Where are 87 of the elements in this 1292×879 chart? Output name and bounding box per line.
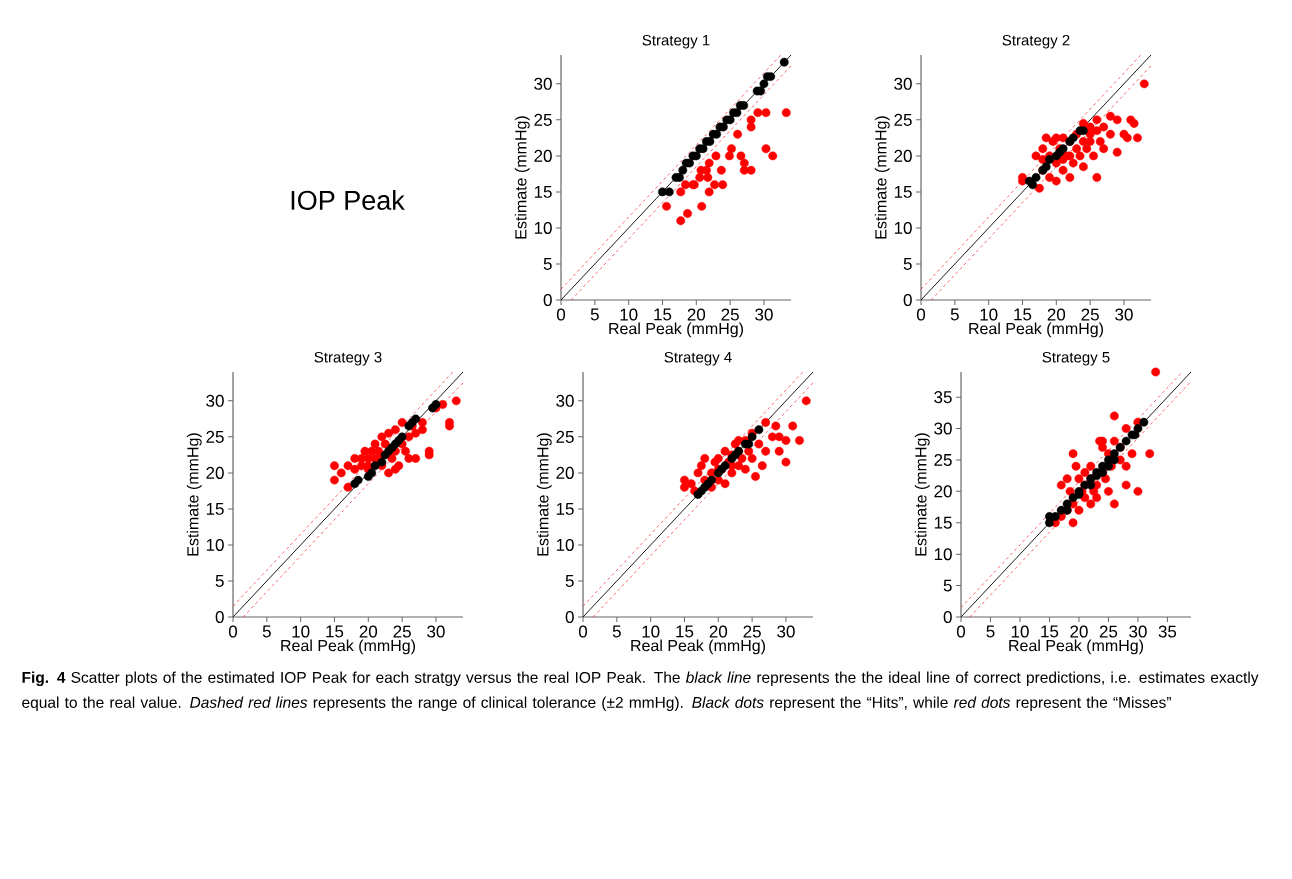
x-tick-label: 20 — [687, 308, 706, 321]
chart-title: Strategy 5 — [1042, 351, 1110, 366]
x-axis-title: Real Peak (mmHg) — [281, 639, 415, 655]
y-tick-label: 25 — [534, 113, 552, 126]
chart-title: Strategy 1 — [642, 34, 710, 49]
text: IOP Peak — [291, 190, 405, 210]
y-tick-label: 5 — [903, 258, 912, 270]
x-tick-label: 10 — [980, 308, 998, 321]
y-tick-label: 5 — [565, 575, 574, 587]
x-tick-label: 25 — [721, 308, 739, 321]
y-tick-label: 15 — [206, 502, 224, 515]
x-tick-label: 30 — [777, 625, 795, 638]
y-axis-title: Estimate (mmHg) — [536, 433, 552, 556]
x-tick-label: 0 — [228, 625, 238, 638]
x-tick-label: 35 — [1158, 625, 1177, 638]
y-tick-label: 20 — [894, 149, 912, 162]
y-tick-label: 0 — [543, 293, 552, 307]
x-tick-label: 20 — [1047, 308, 1066, 321]
x-tick-label: 30 — [427, 625, 445, 638]
x-tick-label: 10 — [620, 308, 638, 321]
x-tick-label: 30 — [1115, 308, 1133, 321]
y-tick-label: 20 — [934, 485, 952, 498]
y-tick-label: 20 — [206, 466, 224, 479]
y-tick-label: 25 — [556, 430, 574, 443]
x-tick-label: 20 — [1070, 625, 1088, 638]
x-tick-label: 10 — [1011, 625, 1029, 638]
x-tick-label: 15 — [1014, 308, 1032, 321]
y-tick-label: 0 — [565, 610, 574, 624]
x-tick-label: 20 — [709, 625, 728, 638]
x-tick-label: 5 — [590, 308, 599, 321]
x-tick-label: 10 — [292, 625, 310, 638]
text: Fig. 4 Scatter plots of the estimated IOP Peak for each stratgy versus the real IOP Peak. The black line represents the the ideal line of correct predictions, i.e. estimates exactly equal to the real value. Dashed red lines represents the range of clinical tolerance (±2 mmHg). Black dots represent the “Hits”, while red dots represent the “Misses” — [22, 671, 1259, 711]
x-tick-label: 25 — [1081, 308, 1099, 321]
y-axis-title: Estimate (mmHg) — [874, 116, 890, 239]
y-tick-label: 5 — [543, 258, 552, 270]
x-axis-title: Real Peak (mmHg) — [609, 322, 743, 338]
y-tick-label: 20 — [534, 149, 552, 162]
y-tick-label: 10 — [534, 221, 552, 234]
chart-title: Strategy 4 — [664, 351, 732, 366]
y-tick-label: 20 — [556, 466, 574, 479]
x-tick-label: 0 — [578, 625, 588, 638]
y-tick-label: 30 — [934, 422, 952, 435]
x-tick-label: 5 — [986, 625, 995, 638]
y-tick-label: 10 — [934, 548, 952, 561]
x-tick-label: 25 — [1099, 625, 1118, 638]
x-tick-label: 0 — [916, 308, 926, 321]
x-axis-title: Real Peak (mmHg) — [1009, 639, 1143, 655]
y-tick-label: 10 — [556, 538, 574, 551]
x-tick-label: 5 — [612, 625, 621, 638]
y-tick-label: 25 — [894, 113, 912, 126]
y-tick-label: 30 — [534, 77, 552, 90]
x-tick-label: 0 — [956, 625, 966, 638]
y-axis-title: Estimate (mmHg) — [514, 116, 530, 239]
y-tick-label: 30 — [556, 394, 574, 407]
y-tick-label: 15 — [934, 516, 952, 529]
chart-title: Strategy 3 — [314, 351, 382, 366]
y-tick-label: 30 — [206, 394, 224, 407]
y-tick-label: 0 — [903, 293, 912, 307]
x-tick-label: 30 — [1129, 625, 1147, 638]
x-tick-label: 30 — [755, 308, 773, 321]
y-tick-label: 25 — [206, 430, 224, 443]
y-tick-label: 0 — [215, 610, 224, 624]
y-tick-label: 30 — [894, 77, 912, 90]
x-tick-label: 15 — [654, 308, 672, 321]
x-tick-label: 20 — [359, 625, 378, 638]
x-tick-label: 25 — [393, 625, 411, 638]
x-tick-label: 5 — [262, 625, 271, 638]
y-axis-title: Estimate (mmHg) — [914, 433, 930, 556]
y-tick-label: 25 — [934, 453, 952, 466]
x-tick-label: 15 — [326, 625, 344, 638]
y-tick-label: 15 — [894, 185, 912, 198]
y-tick-label: 5 — [215, 575, 224, 587]
x-axis-title: Real Peak (mmHg) — [969, 322, 1103, 338]
chart-title: Strategy 2 — [1002, 34, 1070, 49]
y-tick-label: 5 — [943, 579, 952, 592]
y-tick-label: 35 — [934, 391, 952, 404]
y-tick-label: 10 — [894, 221, 912, 234]
y-tick-label: 0 — [943, 610, 952, 624]
y-tick-label: 15 — [556, 502, 574, 515]
x-tick-label: 25 — [743, 625, 761, 638]
x-axis-title: Real Peak (mmHg) — [631, 639, 765, 655]
y-tick-label: 15 — [534, 185, 552, 198]
y-axis-title: Estimate (mmHg) — [186, 433, 202, 556]
y-tick-label: 10 — [206, 538, 224, 551]
x-tick-label: 15 — [676, 625, 694, 638]
x-tick-label: 15 — [1041, 625, 1059, 638]
x-tick-label: 10 — [642, 625, 660, 638]
